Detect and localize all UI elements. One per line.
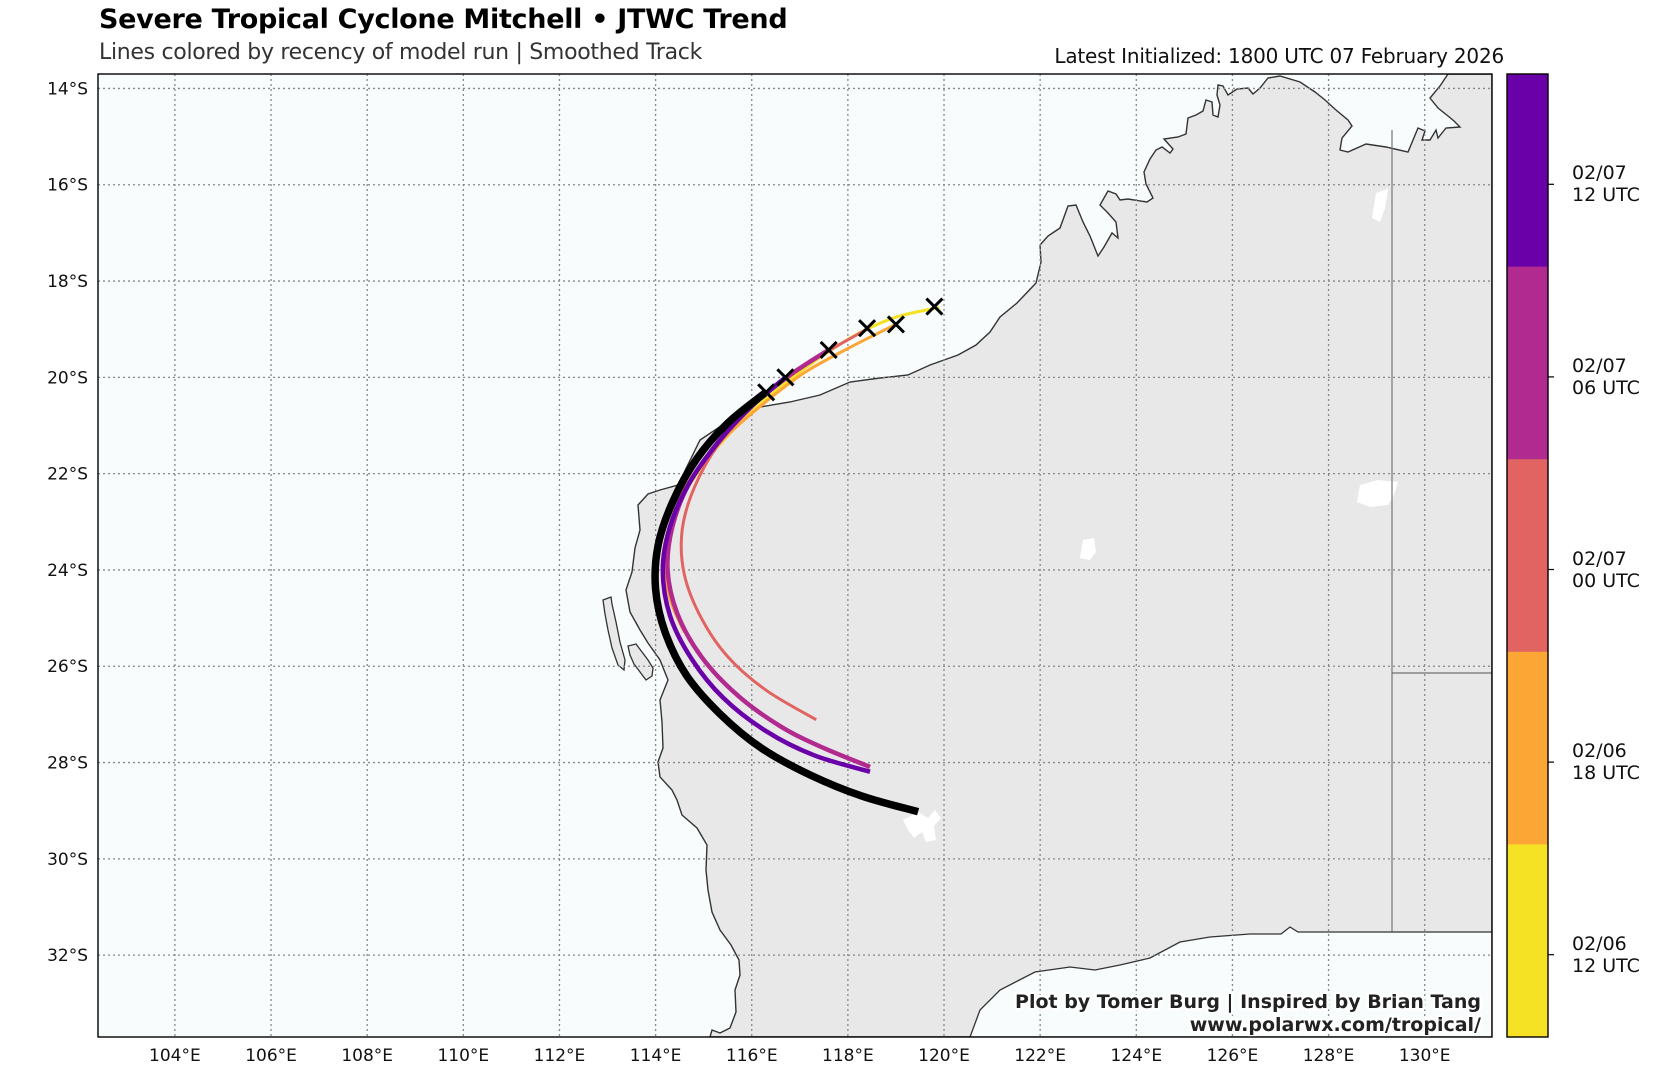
y-tick-label: 22°S	[47, 465, 88, 485]
x-tick-label: 128°E	[1303, 1046, 1355, 1066]
lake-carnegie-north	[1372, 189, 1388, 222]
colorbar-segment	[1507, 459, 1548, 653]
colorbar-label-time: 12 UTC	[1572, 954, 1640, 977]
gridlines	[98, 74, 1492, 1037]
x-tick-label: 124°E	[1110, 1046, 1162, 1066]
y-tick-label: 28°S	[47, 754, 88, 774]
x-tick-label: 112°E	[534, 1046, 586, 1066]
colorbar-segment	[1507, 266, 1548, 460]
chart-subtitle: Lines colored by recency of model run | …	[99, 40, 703, 65]
colorbar-label-time: 12 UTC	[1572, 184, 1640, 207]
colorbar-label-time: 00 UTC	[1572, 569, 1640, 592]
initial-position-x-icon	[776, 368, 795, 387]
initial-position-x-icon	[925, 297, 944, 316]
x-tick-label: 118°E	[822, 1046, 874, 1066]
colorbar-label-time: 18 UTC	[1572, 762, 1640, 785]
initial-position-x-icon	[886, 315, 906, 334]
lake-mackay-area	[1357, 480, 1398, 507]
colorbar-segment	[1507, 74, 1548, 268]
y-tick-label: 20°S	[47, 368, 88, 388]
credit-line-2: www.polarwx.com/tropical/	[1190, 1014, 1481, 1036]
south-coast	[969, 926, 1492, 1037]
x-tick-label: 126°E	[1207, 1046, 1259, 1066]
colorbar-segment	[1507, 844, 1548, 1038]
x-tick-label: 106°E	[245, 1046, 297, 1066]
y-tick-label: 32°S	[47, 946, 88, 966]
x-tick-label: 120°E	[918, 1046, 970, 1066]
lake-moore	[903, 810, 941, 842]
colorbar-label-date: 02/06	[1572, 932, 1627, 955]
y-tick-label: 16°S	[47, 176, 88, 196]
colorbar-label-date: 02/07	[1572, 162, 1627, 185]
x-tick-label: 108°E	[341, 1046, 393, 1066]
colorbar-label-time: 06 UTC	[1572, 376, 1640, 399]
initial-position-markers	[757, 297, 944, 402]
y-tick-label: 24°S	[47, 561, 88, 581]
colorbar-segment	[1507, 651, 1548, 845]
x-tick-label: 110°E	[437, 1046, 489, 1066]
colorbar-label: 02/06 18 UTC	[1572, 740, 1640, 784]
y-axis-ticks: 14°S 16°S 18°S 20°S 22°S 24°S 26°S 28°S 30°S 32°S	[47, 79, 88, 966]
track-02-07-12-utc	[660, 375, 871, 774]
plot-frame	[97, 73, 1493, 1038]
x-tick-label: 104°E	[149, 1046, 201, 1066]
x-tick-label: 122°E	[1014, 1046, 1066, 1066]
colorbar-label: 02/06 12 UTC	[1572, 933, 1640, 977]
colorbar-label: 02/07 00 UTC	[1572, 548, 1640, 592]
y-tick-label: 30°S	[47, 850, 88, 870]
chart-title: Severe Tropical Cyclone Mitchell • JTWC …	[99, 4, 788, 35]
x-axis-ticks: 104°E 106°E 108°E 110°E 112°E 114°E 116°E 118°E…	[149, 1046, 1450, 1066]
x-tick-label: 130°E	[1399, 1046, 1451, 1066]
colorbar	[1506, 73, 1554, 1038]
y-tick-label: 18°S	[47, 272, 88, 292]
colorbar-frame	[1506, 73, 1549, 1038]
colorbar-label-date: 02/07	[1572, 354, 1627, 377]
initial-position-x-icon	[858, 319, 877, 338]
land-australia	[625, 74, 1492, 1037]
colorbar-label: 02/07 12 UTC	[1572, 162, 1640, 206]
land-peron-peninsula	[627, 643, 654, 681]
track-02-07-18-utc-latest	[651, 390, 920, 816]
latest-initialized-label: Latest Initialized: 1800 UTC 07 February…	[1054, 44, 1504, 68]
colorbar-label: 02/07 06 UTC	[1572, 355, 1640, 399]
land-dirk-hartog-island	[602, 596, 626, 672]
colorbar-label-date: 02/07	[1572, 547, 1627, 570]
colorbar-label-date: 02/06	[1572, 740, 1627, 763]
x-tick-label: 116°E	[726, 1046, 778, 1066]
initial-position-x-icon	[757, 383, 776, 402]
initial-position-x-icon	[819, 340, 838, 359]
y-tick-label: 14°S	[47, 79, 88, 99]
x-tick-label: 114°E	[630, 1046, 682, 1066]
y-tick-label: 26°S	[47, 657, 88, 677]
lake-disappointment	[1080, 538, 1096, 560]
credit-line-1: Plot by Tomer Burg | Inspired by Brian T…	[1015, 991, 1481, 1013]
